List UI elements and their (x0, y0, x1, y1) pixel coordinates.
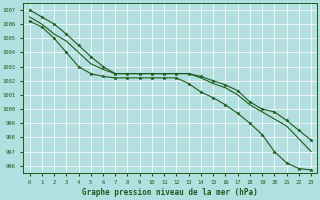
X-axis label: Graphe pression niveau de la mer (hPa): Graphe pression niveau de la mer (hPa) (83, 188, 258, 197)
